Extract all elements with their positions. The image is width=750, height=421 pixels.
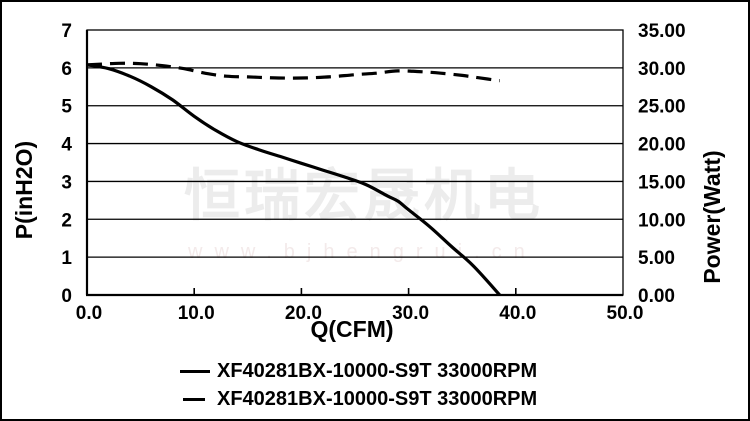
y-tick-label-left: 4	[61, 135, 72, 156]
y-tick-label-right: 30.00	[638, 59, 686, 80]
legend-swatch-box	[179, 369, 217, 373]
y-tick-label-left: 1	[61, 248, 72, 269]
x-tick-label: 50.0	[607, 303, 644, 324]
x-tick-label: 30.0	[392, 303, 429, 324]
y-tick-label-right: 35.00	[638, 21, 686, 42]
y-axis-label-left: P(inH2O)	[11, 140, 37, 240]
y-tick-label-left: 2	[61, 210, 72, 231]
plot-frame	[86, 29, 624, 296]
y-tick-label-right: 20.00	[638, 135, 686, 156]
y-tick-label-right: 5.00	[638, 248, 675, 269]
legend-swatch-box	[179, 397, 217, 401]
x-tick-label: 0.0	[76, 303, 102, 324]
y-tick-label-left: 5	[61, 97, 72, 118]
y-tick-label-right: 15.00	[638, 172, 686, 193]
y-tick-label-left: 3	[61, 172, 72, 193]
y-tick-label-right: 25.00	[638, 97, 686, 118]
legend-label-power: XF40281BX-10000-S9T 33000RPM	[217, 387, 538, 410]
legend-label-pressure: XF40281BX-10000-S9T 33000RPM	[217, 359, 538, 382]
chart-legend: XF40281BX-10000-S9T 33000RPM XF40281BX-1…	[179, 357, 537, 413]
solid-line-icon	[180, 369, 210, 373]
x-tick-label: 10.0	[178, 303, 215, 324]
watermark-company-text: 恒瑞宏晟机电	[184, 164, 544, 227]
y-tick-label-right: 10.00	[638, 210, 686, 231]
y-tick-label-left: 7	[61, 21, 72, 42]
curve-pressure	[86, 63, 501, 297]
dashed-line-icon	[183, 397, 205, 401]
x-tick-label: 20.0	[285, 303, 322, 324]
x-axis-label: Q(CFM)	[310, 316, 394, 342]
x-tick-label: 40.0	[499, 303, 536, 324]
legend-item-power-curve: XF40281BX-10000-S9T 33000RPM	[179, 385, 537, 413]
legend-item-pressure-curve: XF40281BX-10000-S9T 33000RPM	[179, 357, 537, 385]
y-tick-label-left: 6	[61, 59, 72, 80]
y-tick-label-right: 0.00	[638, 286, 675, 307]
y-axis-label-right: Power(Watt)	[699, 150, 725, 284]
curve-power	[86, 61, 500, 83]
y-tick-label-left: 0	[61, 286, 72, 307]
